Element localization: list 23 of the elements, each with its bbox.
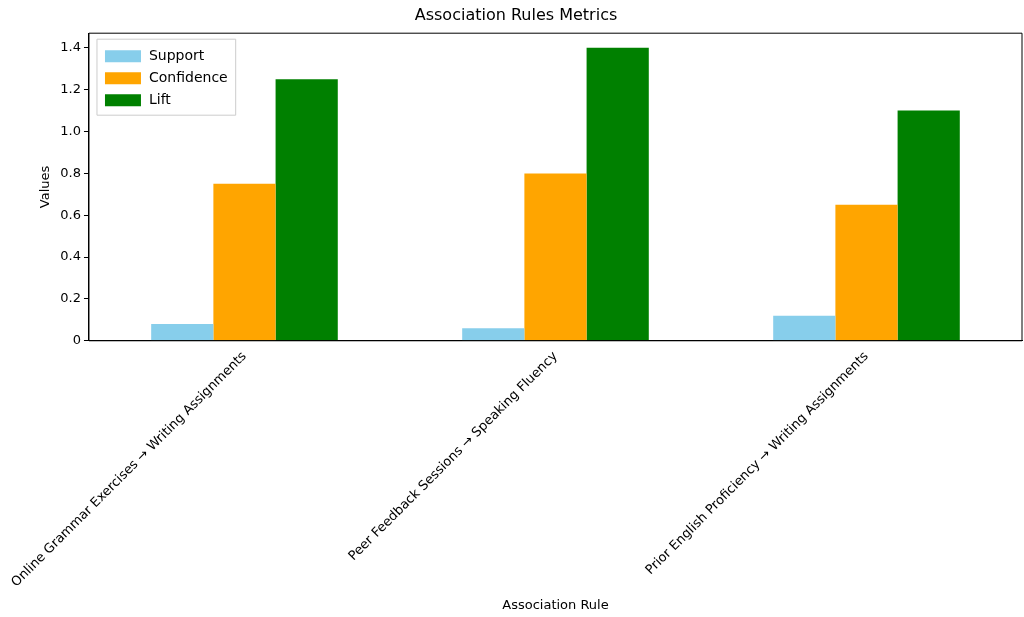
bar — [897, 110, 960, 341]
x-axis-title: Association Rule — [502, 596, 609, 612]
legend-label: Support — [148, 46, 205, 63]
bar — [275, 79, 338, 341]
y-axis-title: Values — [36, 165, 52, 209]
bar — [835, 204, 898, 341]
bar — [462, 328, 525, 341]
legend-label: Confidence — [148, 68, 228, 85]
y-tick-label: 0.2 — [60, 290, 81, 306]
bar — [524, 173, 587, 341]
bar — [773, 315, 836, 341]
y-tick-label: 0.4 — [60, 248, 81, 264]
y-tick-label: 1.4 — [60, 39, 81, 55]
y-tick-label: 0 — [72, 332, 81, 348]
chart-title: Association Rules Metrics — [414, 4, 618, 24]
bar — [151, 324, 214, 341]
y-tick-label: 0.6 — [60, 206, 81, 222]
y-tick-label: 1.2 — [60, 81, 81, 97]
y-tick-label: 1.0 — [60, 122, 81, 138]
bar — [586, 47, 649, 341]
bar — [213, 183, 276, 341]
y-tick-label: 0.8 — [60, 164, 81, 180]
legend-label: Lift — [148, 90, 172, 107]
